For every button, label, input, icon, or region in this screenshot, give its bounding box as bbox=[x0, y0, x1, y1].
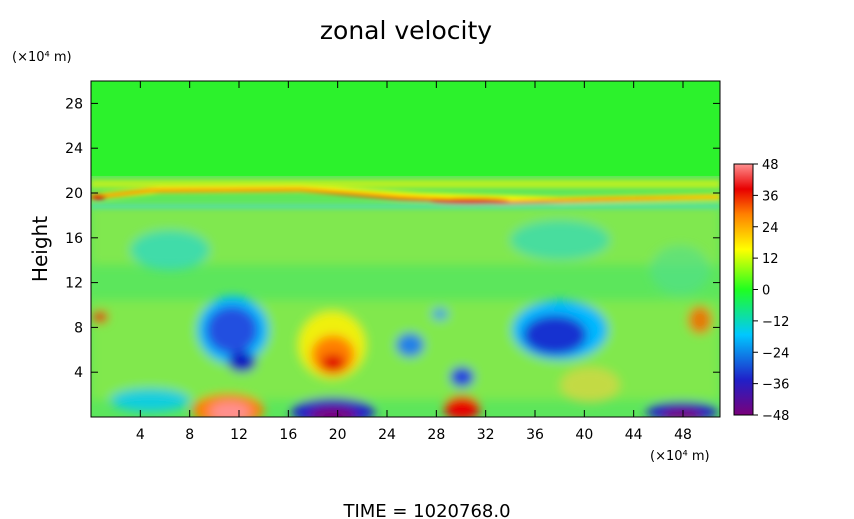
y-axis-label: Height bbox=[28, 216, 52, 282]
x-axis: 4 8 12 16 20 24 28 32 36 40 44 48 bbox=[136, 81, 692, 443]
x-tick-label: 44 bbox=[625, 427, 643, 443]
y-axis: 4 8 12 16 20 24 28 bbox=[65, 96, 720, 381]
x-tick-label: 40 bbox=[575, 427, 593, 443]
y-tick-label: 8 bbox=[74, 320, 83, 336]
plot-frame bbox=[90, 80, 721, 418]
colorbar-tick-label: 48 bbox=[762, 158, 779, 173]
x-tick-label: 24 bbox=[378, 427, 396, 443]
colorbar-tick-label: −12 bbox=[762, 315, 789, 330]
x-tick-label: 28 bbox=[427, 427, 445, 443]
time-label: TIME = 1020768.0 bbox=[342, 501, 510, 519]
x-tick-label: 20 bbox=[329, 427, 347, 443]
heatmap-field bbox=[91, 81, 720, 417]
y-tick-label: 28 bbox=[65, 96, 83, 112]
chart-title: zonal velocity bbox=[320, 16, 492, 45]
y-tick-label: 4 bbox=[74, 365, 83, 381]
y-tick-label: 16 bbox=[65, 231, 83, 247]
colorbar-tick-label: 12 bbox=[762, 252, 779, 267]
x-tick-label: 8 bbox=[185, 427, 194, 443]
y-tick-label: 24 bbox=[65, 141, 83, 157]
colorbar-ticks: 48 36 24 12 0 −12 −24 −36 −48 bbox=[753, 158, 789, 424]
colorbar-tick-label: −36 bbox=[762, 378, 789, 393]
x-tick-label: 48 bbox=[674, 427, 692, 443]
x-tick-label: 32 bbox=[477, 427, 495, 443]
colorbar-tick-label: 36 bbox=[762, 189, 779, 204]
x-tick-label: 12 bbox=[230, 427, 248, 443]
colorbar-tick-label: 0 bbox=[762, 284, 770, 299]
y-tick-label: 12 bbox=[65, 276, 83, 292]
y-tick-label: 20 bbox=[65, 186, 83, 202]
y-axis-unit: (×10⁴ m) bbox=[12, 50, 72, 65]
x-tick-label: 4 bbox=[136, 427, 145, 443]
colorbar-tick-label: 24 bbox=[762, 221, 779, 236]
colorbar-tick-label: −24 bbox=[762, 346, 789, 361]
colorbar-tick-label: −48 bbox=[762, 409, 789, 424]
colorbar bbox=[733, 163, 754, 416]
x-axis-unit: (×10⁴ m) bbox=[650, 449, 710, 464]
x-tick-label: 16 bbox=[279, 427, 297, 443]
x-tick-label: 36 bbox=[526, 427, 544, 443]
